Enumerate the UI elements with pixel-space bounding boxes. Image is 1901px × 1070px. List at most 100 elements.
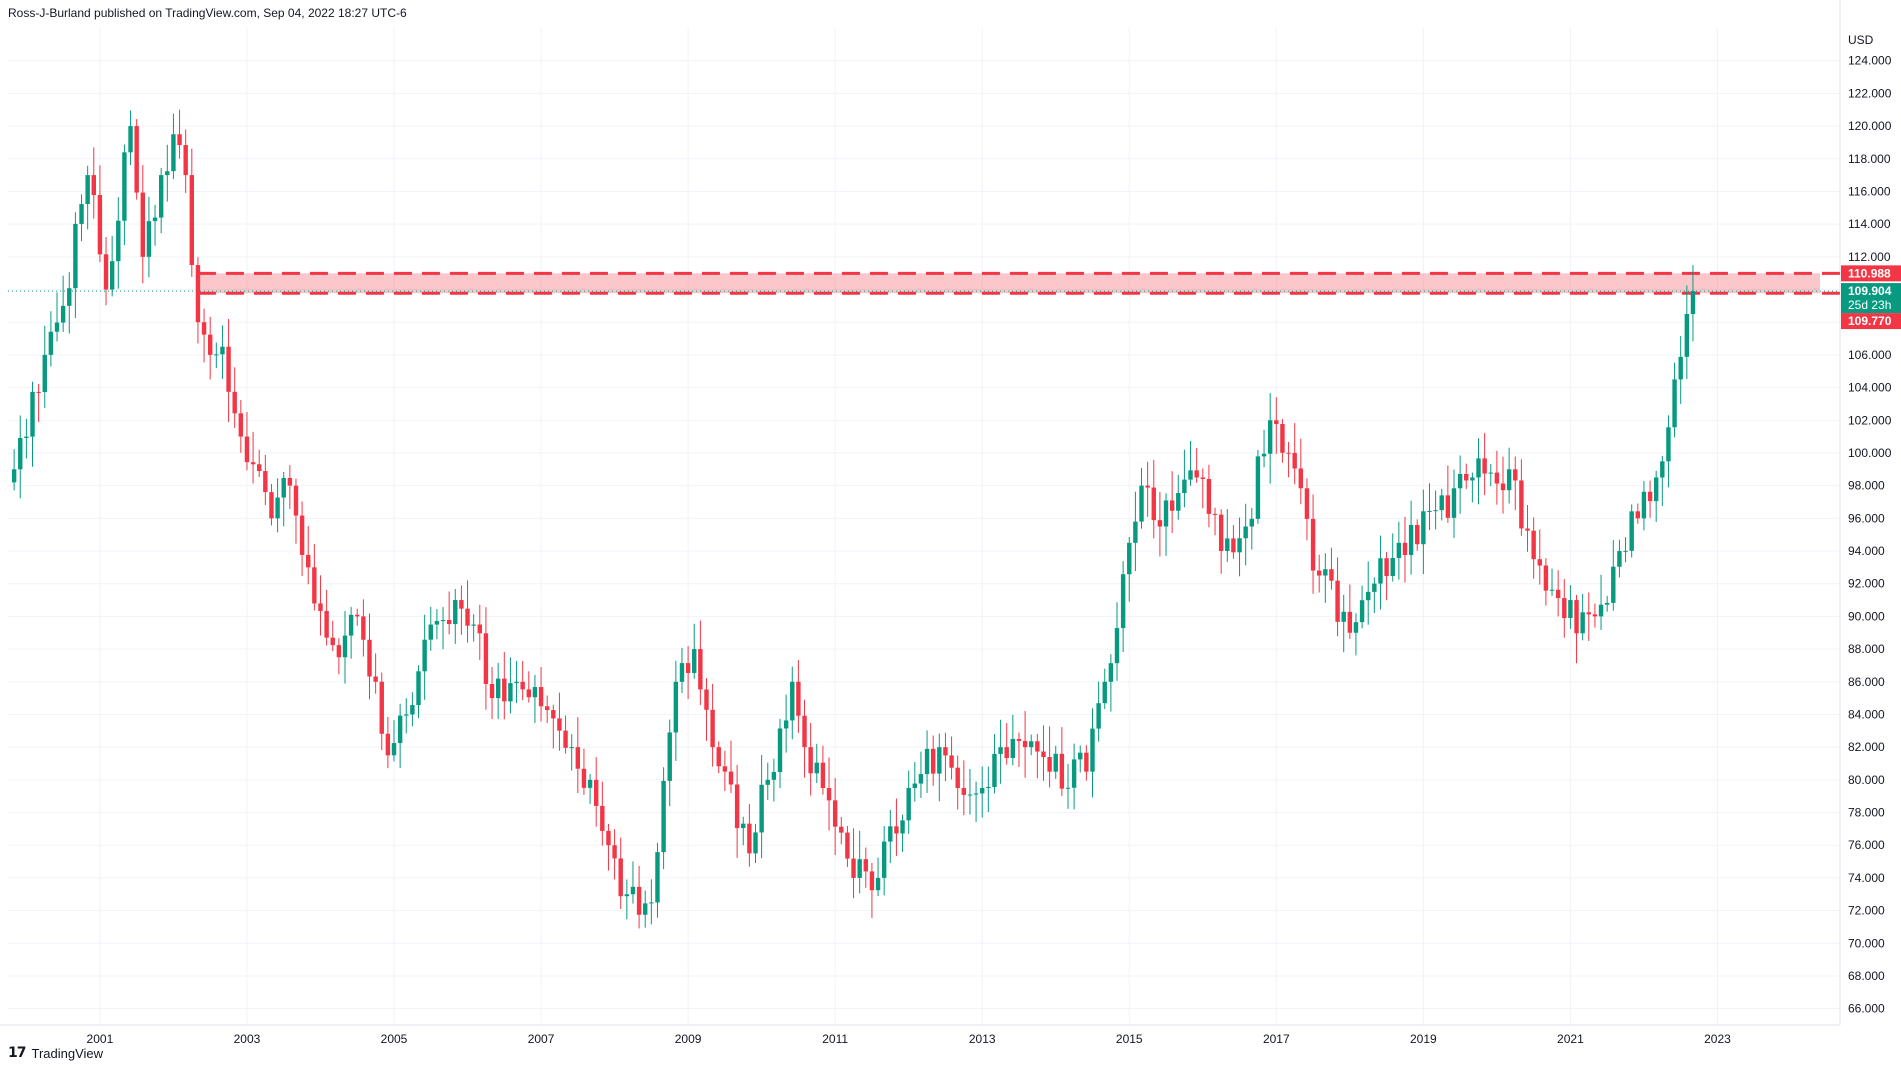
x-tick-label: 2013: [969, 1032, 996, 1046]
candle-up: [587, 779, 593, 788]
candle-down: [1274, 420, 1279, 425]
candle-up: [1672, 379, 1677, 428]
candle-down: [1482, 458, 1487, 474]
candle-down: [618, 858, 623, 897]
candle-down: [704, 689, 709, 710]
candle-up: [771, 771, 777, 780]
price-label-box: [1841, 265, 1901, 282]
candle-up: [992, 753, 997, 787]
y-tick-label: 84.000: [1848, 707, 1885, 721]
candle-up: [1078, 752, 1083, 760]
y-tick-label: 66.000: [1848, 1002, 1885, 1016]
y-tick-label: 122.000: [1848, 86, 1892, 100]
candle-up: [753, 832, 758, 854]
candle-up: [109, 261, 115, 290]
candle-down: [943, 747, 948, 756]
candle-down: [1335, 580, 1340, 622]
candle-up: [1249, 518, 1255, 527]
y-tick-label: 88.000: [1848, 642, 1885, 656]
candle-down: [1298, 468, 1304, 489]
price-label-countdown: 25d 23h: [1848, 298, 1891, 312]
candle-down: [538, 687, 544, 707]
candle-up: [1188, 470, 1193, 480]
candle-up: [1476, 458, 1481, 478]
candle-down: [734, 784, 740, 829]
candle-down: [446, 619, 452, 625]
candle-down: [1151, 487, 1156, 521]
candle-up: [1439, 495, 1444, 511]
candle-up: [85, 175, 90, 205]
y-tick-label: 74.000: [1848, 871, 1885, 885]
y-tick-label: 86.000: [1848, 675, 1885, 689]
y-tick-label: 106.000: [1848, 348, 1892, 362]
candle-up: [42, 354, 47, 393]
candle-up: [1641, 491, 1647, 519]
candle-up: [1071, 759, 1077, 788]
candle-down: [1231, 538, 1236, 553]
candle-down: [832, 800, 838, 827]
y-tick-label: 78.000: [1848, 806, 1885, 820]
candle-up: [881, 841, 887, 878]
candle-down: [551, 710, 556, 719]
candle-down: [1200, 477, 1205, 479]
candle-down: [1415, 524, 1420, 545]
candle-down: [1329, 569, 1334, 581]
candle-down: [808, 747, 813, 774]
candle-up: [1623, 550, 1628, 552]
x-tick-label: 2015: [1116, 1032, 1143, 1046]
candle-down: [716, 747, 721, 767]
candle-up: [912, 783, 918, 789]
y-tick-label: 90.000: [1848, 609, 1885, 623]
candle-up: [146, 221, 152, 257]
candle-up: [783, 720, 789, 729]
candle-down: [336, 645, 342, 658]
candle-down: [306, 554, 311, 568]
candle-up: [1114, 628, 1120, 664]
x-tick-label: 2023: [1704, 1032, 1731, 1046]
candle-down: [820, 762, 826, 789]
y-tick-label: 120.000: [1848, 119, 1892, 133]
candle-down: [1500, 483, 1506, 491]
candle-up: [1666, 427, 1671, 462]
tradingview-logo[interactable]: 17 TradingView: [8, 1045, 103, 1061]
candle-down: [385, 733, 391, 756]
candle-up: [918, 774, 924, 784]
candle-up: [906, 788, 911, 821]
candle-down: [140, 192, 146, 257]
candle-up: [1451, 488, 1457, 518]
resistance-zone-box[interactable]: [197, 273, 1820, 294]
candle-up: [73, 223, 78, 289]
candle-up: [397, 715, 403, 744]
candle-up: [1390, 557, 1395, 576]
candle-down: [1016, 738, 1022, 741]
candle-down: [1592, 614, 1598, 617]
candle-down: [324, 610, 329, 638]
candle-up: [790, 681, 795, 721]
candle-down: [103, 254, 109, 290]
candle-up: [630, 886, 636, 895]
candle-up: [741, 823, 746, 829]
candle-down: [1316, 570, 1322, 576]
candle-down: [91, 175, 96, 196]
candle-up: [692, 649, 697, 673]
candle-up: [1617, 551, 1622, 567]
candle-up: [1010, 738, 1016, 759]
candle-down: [299, 515, 305, 555]
tradingview-logo-icon: 17: [8, 1045, 27, 1061]
y-tick-label: 70.000: [1848, 936, 1885, 950]
candle-up: [214, 354, 219, 356]
candle-down: [367, 639, 372, 677]
candle-down: [1212, 513, 1218, 515]
currency-label: USD: [1848, 33, 1874, 47]
candle-up: [998, 747, 1003, 754]
candle-up: [416, 671, 421, 706]
candle-up: [1660, 461, 1665, 478]
candle-down: [97, 195, 103, 255]
candle-down: [1145, 485, 1150, 488]
candle-down: [1445, 495, 1451, 518]
candle-up: [1353, 622, 1359, 633]
time-axis: 2001 2003 2005 2007 2009 2011 2013 2015 2017 2019…: [87, 1032, 1732, 1046]
candle-up: [924, 748, 930, 775]
candle-up: [116, 220, 121, 262]
